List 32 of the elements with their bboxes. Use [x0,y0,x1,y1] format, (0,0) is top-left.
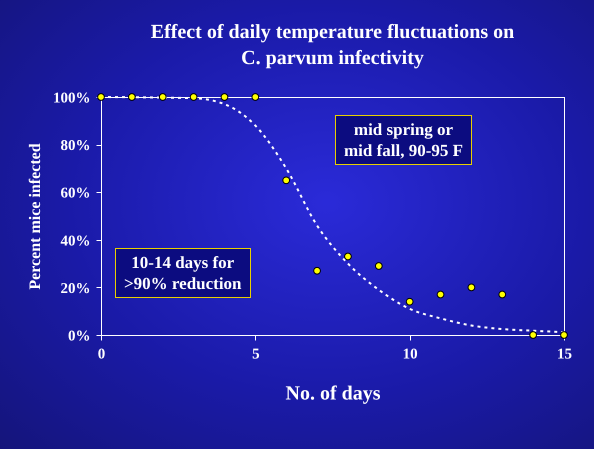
annotation: mid spring or mid fall, 90-95 F [335,115,472,165]
point [128,93,136,101]
point [282,176,290,184]
y-tick-label: 60% [60,186,90,202]
point [529,331,537,339]
point [97,93,105,101]
point [468,284,476,292]
y-tick-label: 40% [60,233,90,250]
text: Effect of daily temperature fluctuations on [150,21,514,43]
point [406,298,414,306]
annotation: 10-14 days for >90% reduction [115,248,251,298]
y-tick-label: 0% [68,328,90,344]
x-tick-label: 10 [402,346,418,362]
y-tick-label: 100% [53,90,90,106]
point [251,93,260,101]
point [498,290,506,298]
y-axis-title: Percent mice infected [27,143,44,290]
point [344,252,352,260]
x-tick-label: 0 [98,346,106,362]
y-tick-label: 20% [60,280,90,297]
text: C. parvum infectivity [241,47,424,69]
point [374,262,383,270]
x-tick-label: 5 [252,346,260,362]
point [190,93,198,101]
point [436,290,444,298]
x-axis-title: No. of days [285,382,381,404]
x-tick-label: 15 [557,346,572,362]
point [220,93,228,101]
point [158,93,167,101]
y-tick-label: 80% [60,138,90,154]
point [313,266,321,275]
point [560,331,568,339]
